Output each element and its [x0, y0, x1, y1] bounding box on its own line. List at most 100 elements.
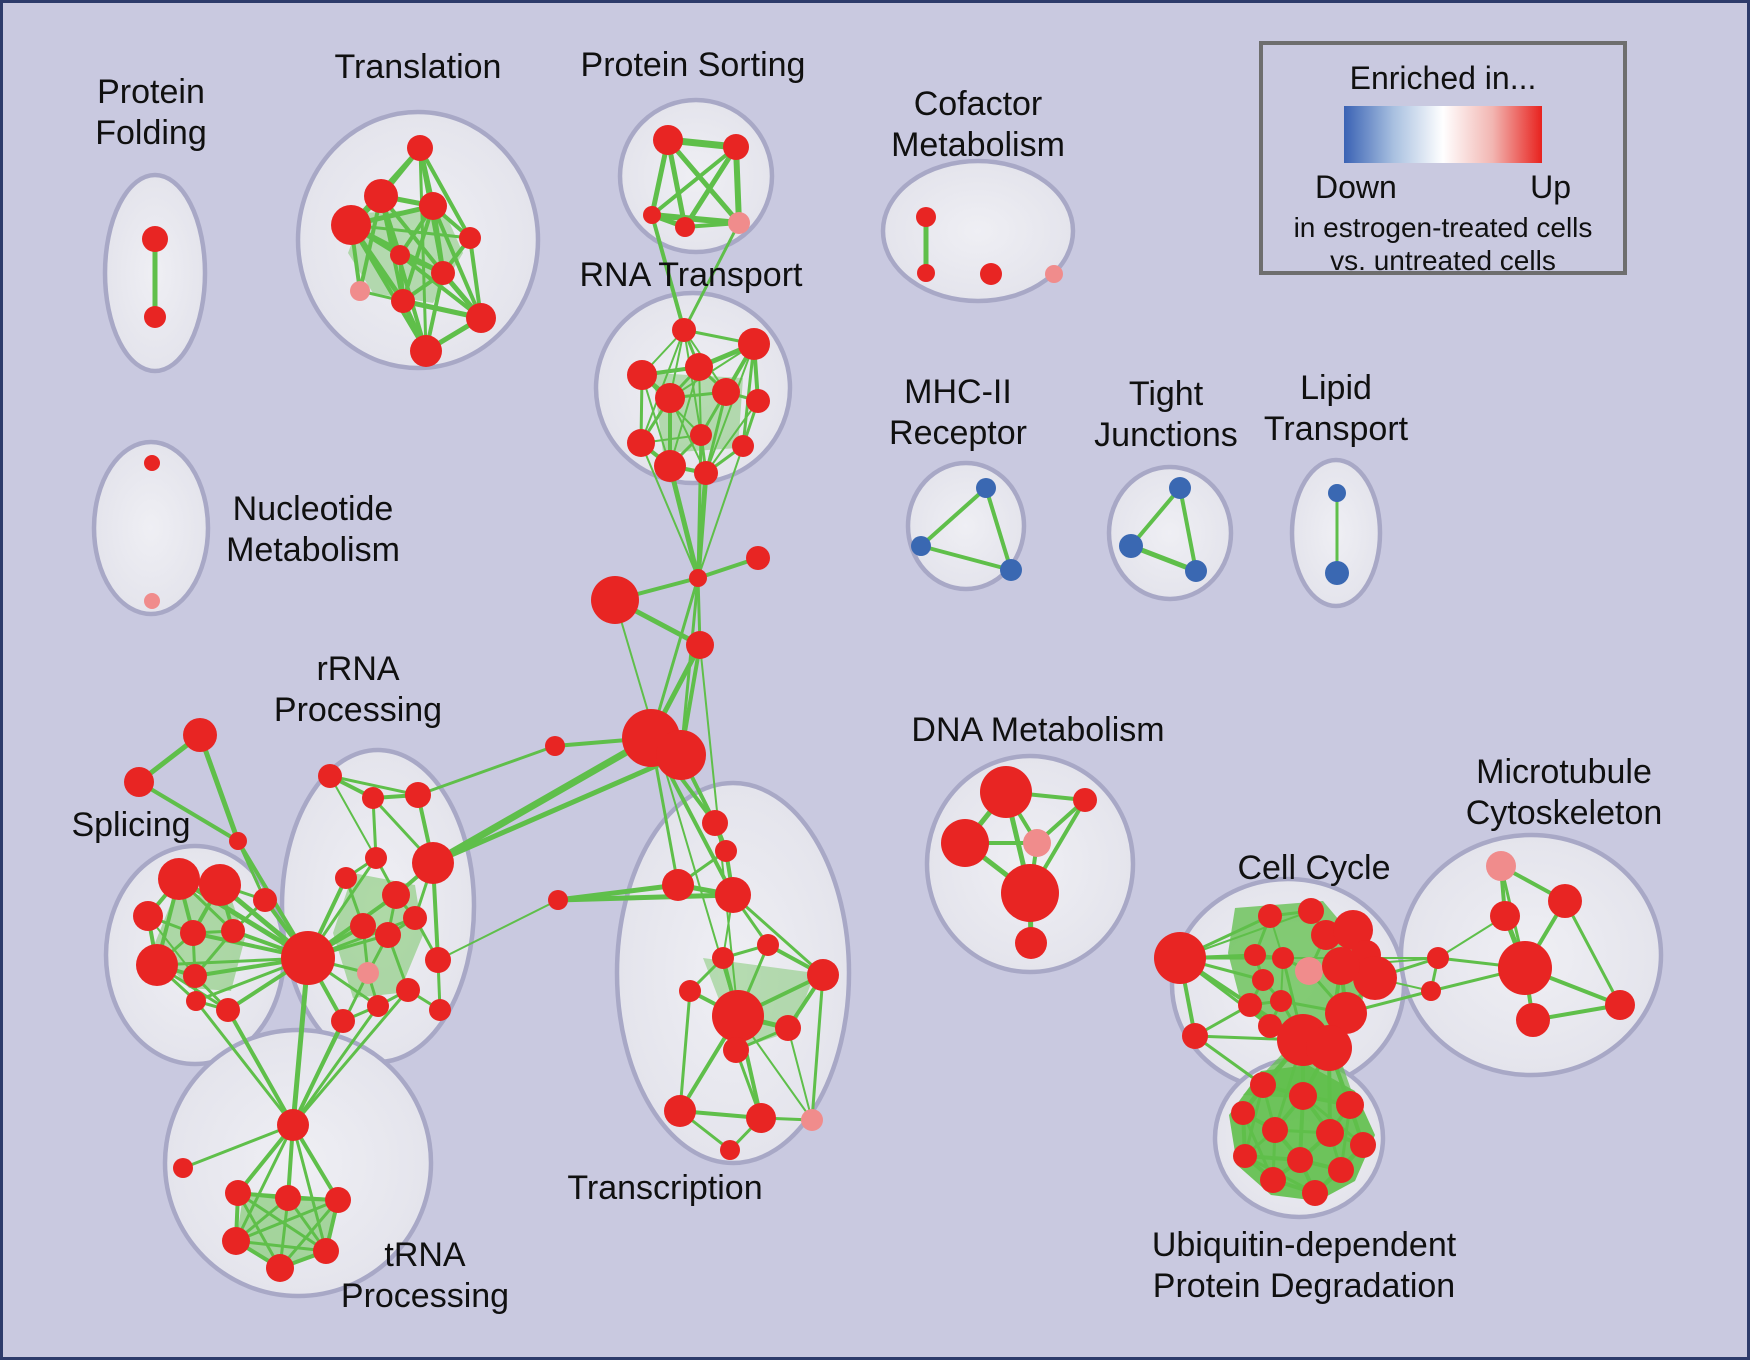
enrichment-overlap-edge: [682, 144, 739, 230]
gene-set-node: [715, 877, 751, 913]
enrichment-overlap-edge: [679, 576, 700, 757]
gene-set-node: [1244, 944, 1266, 966]
gene-set-node: [1154, 932, 1206, 984]
enrichment-overlap-edge: [329, 775, 377, 859]
gene-set-node: [124, 767, 154, 797]
gene-set-node: [1073, 788, 1097, 812]
cluster-ellipse-nucleotide-metabolism: [91, 439, 211, 617]
gene-set-node: [365, 847, 387, 869]
gene-set-node: [403, 906, 427, 930]
gene-set-node: [728, 212, 750, 234]
gene-set-node: [229, 832, 247, 850]
gene-set-node: [199, 864, 241, 906]
cluster-label-ubiquitin-degradation: Ubiquitin-dependent Protein Degradation: [1152, 1226, 1457, 1305]
gene-set-node: [1270, 990, 1292, 1012]
enrichment-overlap-edge: [787, 1027, 813, 1121]
enrichment-overlap-edge: [667, 463, 701, 581]
gene-set-node: [335, 867, 357, 889]
enrichment-overlap-edge: [197, 732, 241, 844]
gene-set-node: [548, 890, 568, 910]
cluster-label-cofactor-metabolism: Cofactor Metabolism: [891, 85, 1065, 164]
enrichment-overlap-edge: [181, 1123, 295, 1170]
gene-set-node: [1350, 1132, 1376, 1158]
gene-set-node: [429, 999, 451, 1021]
gene-set-node: [712, 378, 740, 406]
gene-set-node: [142, 226, 168, 252]
gene-set-node: [1015, 927, 1047, 959]
cluster-label-protein-folding: Protein Folding: [95, 73, 207, 152]
gene-set-node: [407, 135, 433, 161]
enrichment-overlap-edge: [1129, 486, 1182, 548]
enrichment-overlap-edge: [234, 1239, 328, 1253]
gene-set-node: [627, 360, 657, 390]
enrichment-overlap-edge: [665, 137, 742, 226]
enrichment-overlap-edge: [649, 212, 742, 226]
gene-set-node: [1023, 829, 1051, 857]
gene-set-node: [662, 869, 694, 901]
gene-set-node: [318, 764, 342, 788]
gene-set-node: [712, 990, 764, 1042]
gene-set-node: [419, 192, 447, 220]
cluster-label-transcription: Transcription: [567, 1169, 762, 1207]
gene-set-node: [144, 306, 166, 328]
gene-set-node: [746, 389, 770, 413]
gene-set-node: [277, 1109, 309, 1141]
gene-set-node: [690, 424, 712, 446]
enrichment-overlap-edge: [437, 899, 559, 961]
gene-set-node: [1325, 992, 1367, 1034]
enrichment-overlap-edge: [290, 955, 311, 1128]
gene-set-node: [1252, 969, 1274, 991]
enrichment-overlap-edge: [291, 971, 370, 1127]
gene-set-node: [396, 978, 420, 1002]
gene-set-node: [653, 125, 683, 155]
gene-set-node: [350, 913, 376, 939]
enrichment-overlap-edge: [418, 146, 472, 240]
gene-set-node: [654, 450, 686, 482]
gene-set-node: [362, 787, 384, 809]
gene-set-node: [1302, 1180, 1328, 1206]
gene-set-node: [405, 782, 431, 808]
gene-set-node: [1272, 947, 1294, 969]
gene-set-node: [266, 1254, 294, 1282]
gene-set-node: [459, 227, 481, 249]
enrichment-overlap-edge: [234, 1123, 295, 1243]
enrichment-overlap-edge: [401, 204, 435, 303]
gene-set-node: [916, 207, 936, 227]
gene-set-node: [757, 934, 779, 956]
gene-set-node: [1000, 559, 1022, 581]
gene-set-node: [1182, 1023, 1208, 1049]
gene-set-node: [1231, 1101, 1255, 1125]
legend-subtitle-line2: vs. untreated cells: [1330, 245, 1556, 276]
gene-set-node: [672, 318, 696, 342]
gene-set-node: [331, 1009, 355, 1033]
cluster-label-trna-processing: tRNA Processing: [341, 1236, 509, 1315]
gene-set-node: [1336, 1091, 1364, 1119]
gene-set-node: [1298, 898, 1324, 924]
enrichment-overlap-edge: [416, 744, 557, 797]
legend-up-label: Up: [1530, 169, 1571, 205]
cluster-label-rrna-processing: rRNA Processing: [274, 650, 442, 729]
gene-set-node: [357, 962, 379, 984]
cluster-label-lipid-transport: Lipid Transport: [1264, 369, 1409, 448]
cluster-label-rna-transport: RNA Transport: [580, 256, 804, 294]
enrichment-overlap-edge: [650, 145, 738, 217]
gene-set-node: [1001, 864, 1059, 922]
gene-set-node: [367, 995, 389, 1017]
network-canvas: Protein Folding Translation Protein Sorting…: [71, 46, 1664, 1315]
cluster-label-nucleotide-metabolism: Nucleotide Metabolism: [226, 490, 400, 569]
gene-set-node: [183, 964, 207, 988]
gene-set-node: [375, 922, 401, 948]
gene-set-node: [1185, 560, 1207, 582]
gene-set-node: [746, 1103, 776, 1133]
gene-set-node: [1260, 1167, 1286, 1193]
gene-set-node: [1295, 957, 1323, 985]
enrichment-overlap-edge: [430, 752, 684, 866]
gene-set-node: [675, 217, 695, 237]
cluster-label-microtubule-cytoskeleton: Microtubule Cytoskeleton: [1466, 753, 1663, 832]
gene-set-node: [1427, 947, 1449, 969]
gene-set-node: [643, 206, 661, 224]
gene-set-node: [313, 1238, 339, 1264]
gene-set-node: [1169, 477, 1191, 499]
gene-set-node: [980, 766, 1032, 818]
gene-set-node: [1325, 561, 1349, 585]
